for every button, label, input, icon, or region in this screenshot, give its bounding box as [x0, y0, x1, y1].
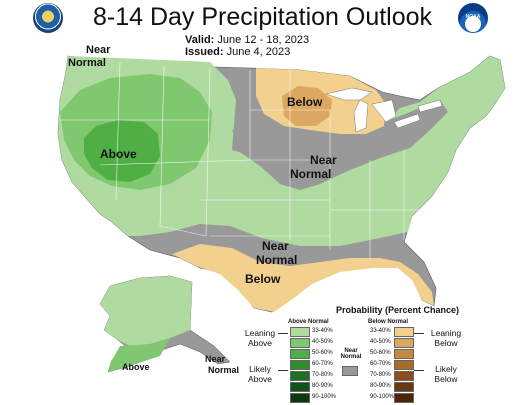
legend-bracket-likely-below [414, 370, 424, 371]
legend-below-bin-label: 60-70% [370, 361, 391, 367]
legend-below-bin-label: 33-40% [370, 328, 391, 334]
above-50-60-area [84, 120, 160, 182]
issued-value: June 4, 2023 [226, 46, 291, 58]
legend-above-bin-label: 50-60% [312, 350, 333, 356]
legend-above-bin-swatch [290, 371, 310, 381]
label-near-normal-central-2: Normal [290, 167, 331, 181]
legend-leaning-above-2: Above [247, 338, 273, 348]
legend-above-bin-swatch [290, 349, 310, 359]
label-near-normal-south-1: Near [262, 239, 289, 253]
legend-below-bin-label: 40-50% [370, 339, 391, 345]
legend-below-bin-label: 50-60% [370, 350, 391, 356]
legend-above-bin-label: 80-90% [312, 383, 333, 389]
legend-above-bin-label: 33-40% [312, 328, 333, 334]
below-north-40-50-area [282, 86, 332, 126]
legend-above-bin-swatch [290, 393, 310, 403]
legend-near-normal-swatch [342, 366, 358, 376]
label-near-normal-alaska-2: Normal [208, 365, 239, 375]
legend-below-bin-swatch [394, 338, 414, 348]
label-near-normal-alaska-1: Near [205, 354, 226, 364]
legend-bracket-likely-above [278, 370, 288, 371]
legend-leaning-above-1: Leaning [244, 328, 276, 338]
legend-above-bin-swatch [290, 338, 310, 348]
valid-line: Valid: June 12 - 18, 2023 [185, 34, 309, 46]
near-normal-central-band [232, 100, 448, 190]
legend-below-bin-label: 90-100% [370, 394, 395, 400]
legend-near-normal-label: Near Normal [336, 348, 366, 360]
legend-likely-above: Likely Above [240, 364, 280, 384]
doc-seal-icon [33, 3, 63, 33]
legend-above-bin-label: 70-80% [312, 372, 333, 378]
legend-below-bin-swatch [394, 360, 414, 370]
legend-below-bin-swatch [394, 393, 414, 403]
legend-above-bin-label: 40-50% [312, 339, 333, 345]
legend-below-bin-label: 70-80% [370, 372, 391, 378]
legend-above-header: Above Normal [288, 319, 329, 325]
legend-above-bin-swatch [290, 382, 310, 392]
legend-below-bin-swatch [394, 371, 414, 381]
legend-likely-below-2: Below [434, 374, 458, 384]
label-near-normal-south-2: Normal [256, 253, 297, 267]
legend-leaning-below: Leaning Below [426, 328, 466, 348]
label-above-alaska: Above [122, 362, 150, 372]
label-near-normal-nw-2: Normal [68, 57, 106, 69]
label-near-normal-central-1: Near [310, 153, 337, 167]
legend-title: Probability (Percent Chance) [335, 305, 460, 315]
legend-below-bin-swatch [394, 327, 414, 337]
alaska-above-light-area [100, 276, 192, 346]
legend-above-bin-swatch [290, 360, 310, 370]
issued-label: Issued: [185, 46, 224, 58]
great-lakes [325, 87, 443, 133]
legend-above-bin-label: 90-100% [312, 394, 337, 400]
legend-below-bin-swatch [394, 382, 414, 392]
legend-near-normal-label-1: Near [344, 348, 358, 354]
legend-leaning-below-1: Leaning [430, 328, 462, 338]
legend-likely-below-1: Likely [435, 364, 457, 374]
legend-leaning-above: Leaning Above [240, 328, 280, 348]
issued-line: Issued: June 4, 2023 [185, 46, 290, 58]
label-below-north: Below [287, 95, 323, 109]
legend-above-bin-label: 60-70% [312, 361, 333, 367]
legend-leaning-below-2: Below [434, 338, 458, 348]
legend-likely-above-1: Likely [249, 364, 271, 374]
legend-below-bin-swatch [394, 349, 414, 359]
legend-bracket-leaning-above [278, 333, 288, 334]
legend-likely-above-2: Above [247, 374, 273, 384]
label-below-south: Below [245, 272, 281, 286]
state-borders [60, 61, 440, 260]
legend-below-header: Below Normal [368, 319, 409, 325]
legend-bracket-leaning-below [414, 333, 424, 334]
noaa-logo-icon: NOAA [458, 3, 488, 33]
label-near-normal-nw-1: Near [86, 44, 111, 56]
page-title: 8-14 Day Precipitation Outlook [92, 3, 433, 31]
legend-below-bin-label: 80-90% [370, 383, 391, 389]
legend-above-bin-swatch [290, 327, 310, 337]
noaa-logo-text: NOAA [465, 14, 481, 20]
legend-likely-below: Likely Below [426, 364, 466, 384]
alaska-above-medium-area [108, 338, 170, 372]
valid-label: Valid: [185, 34, 215, 46]
valid-value: June 12 - 18, 2023 [217, 34, 310, 46]
label-above-west: Above [100, 147, 137, 161]
legend-near-normal-label-2: Normal [340, 354, 362, 360]
below-south-area [172, 244, 434, 312]
